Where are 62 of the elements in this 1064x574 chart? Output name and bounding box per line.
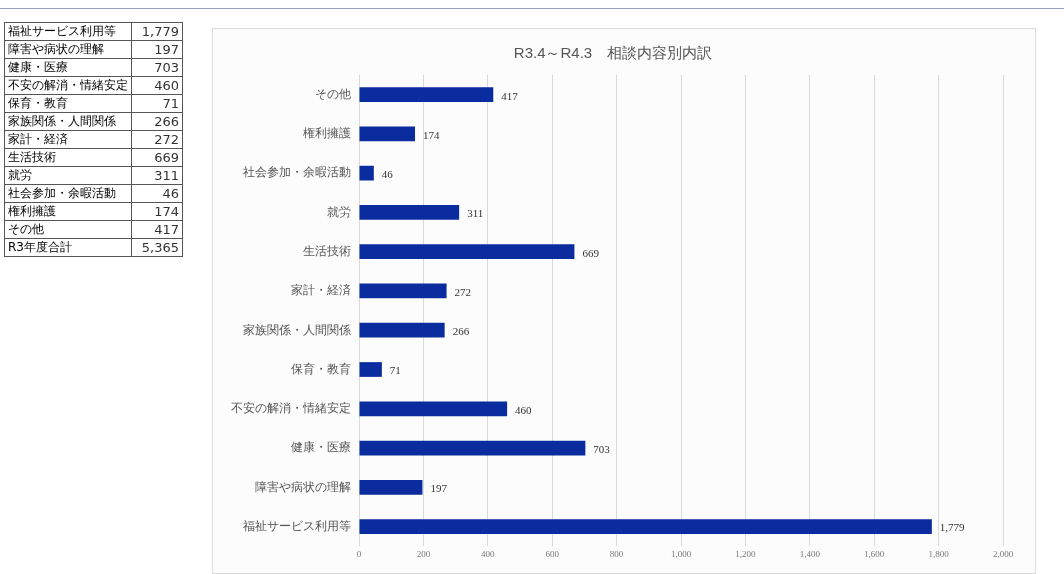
- x-tick-label: 0: [356, 548, 362, 559]
- data-label: 703: [593, 442, 611, 455]
- text: 197: [154, 42, 179, 57]
- data-label: 669: [582, 246, 600, 259]
- x-tick-label: 2,000: [992, 548, 1014, 559]
- category-label: 不安の解消・情緒安定: [8, 78, 128, 92]
- category-label: 健康・医療: [8, 60, 68, 74]
- y-tick-label: 福祉サービス利用等: [243, 518, 351, 533]
- text: 272: [154, 132, 179, 147]
- text: 669: [154, 150, 179, 165]
- text: 311: [154, 168, 179, 183]
- x-tick-label: 800: [609, 548, 624, 559]
- category-label: 家族関係・人間関係: [8, 114, 116, 128]
- text: 703: [154, 60, 179, 75]
- text: 417: [154, 222, 179, 237]
- category-label: 障害や病状の理解: [8, 42, 104, 56]
- chart-title: R3.4～R4.3 相談内容別内訳: [513, 44, 713, 62]
- data-label: 71: [389, 364, 401, 377]
- y-tick-label: 家族関係・人間関係: [243, 322, 351, 337]
- category-label: 福祉サービス利用等: [8, 24, 116, 38]
- x-tick-label: 600: [545, 548, 560, 559]
- text: 71: [162, 96, 179, 111]
- text: 266: [154, 114, 179, 129]
- data-label: 174: [423, 128, 441, 141]
- text: R3年度合計: [4, 238, 132, 257]
- y-tick-label: 生活技術: [303, 244, 351, 259]
- text: 46: [162, 186, 179, 201]
- y-tick-label: 社会参加・余暇活動: [243, 165, 351, 180]
- x-tick-label: 200: [416, 548, 431, 559]
- category-label: 保育・教育: [8, 96, 68, 110]
- category-label: その他: [8, 222, 44, 236]
- data-label: 460: [515, 403, 533, 416]
- x-tick-label: 1,400: [799, 548, 821, 559]
- data-label: 272: [454, 285, 472, 298]
- data-label: 1,779: [939, 521, 966, 534]
- y-tick-label: 保育・教育: [291, 361, 351, 376]
- text: 5,365: [131, 238, 183, 257]
- x-tick-label: 1,200: [735, 548, 757, 559]
- category-label: 家計・経済: [8, 132, 68, 146]
- x-tick-label: 1,600: [864, 548, 885, 559]
- y-tick-label: 家計・経済: [291, 283, 351, 298]
- category-label: 権利擁護: [8, 204, 56, 218]
- x-tick-label: 1,000: [670, 548, 692, 559]
- text: 174: [154, 204, 179, 219]
- data-label: 311: [467, 207, 484, 220]
- category-label: 社会参加・余暇活動: [8, 186, 116, 200]
- x-tick-label: 400: [481, 548, 496, 559]
- text: 1,779: [141, 24, 179, 39]
- y-tick-label: 健康・医療: [291, 440, 351, 455]
- text: 460: [154, 78, 179, 93]
- data-label: 46: [381, 168, 394, 181]
- data-label: 266: [452, 325, 470, 338]
- y-tick-label: 就労: [327, 204, 351, 219]
- y-tick-label: 権利擁護: [303, 126, 351, 141]
- x-tick-label: 1,800: [928, 548, 950, 559]
- category-label: 就労: [8, 168, 32, 182]
- data-label: 197: [430, 482, 448, 495]
- y-tick-label: その他: [315, 86, 351, 101]
- y-tick-label: 不安の解消・情緒安定: [231, 401, 351, 416]
- category-label: 生活技術: [8, 150, 56, 164]
- data-label: 417: [501, 89, 519, 102]
- y-tick-label: 障害や病状の理解: [255, 479, 351, 494]
